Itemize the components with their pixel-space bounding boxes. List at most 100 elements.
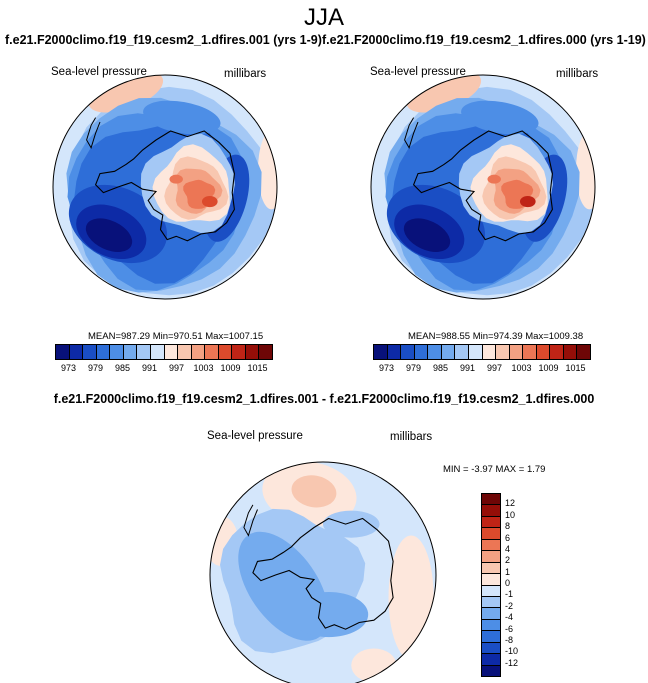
panel2-colorbar [373,344,591,360]
colorbar-swatch [482,664,500,676]
colorbar-tick-label: 973 [60,363,77,373]
panel1-min-label: Min= [152,331,174,342]
contour-band [575,131,595,210]
colorbar-swatch [482,573,500,585]
diff-colorbar-labels: 12 10 8 6 4 2 1 0 -1 -2 -4 -6 -8 -10 -12 [505,493,535,675]
colorbar-tick-label: 973 [378,363,395,373]
colorbar-swatch [190,345,205,359]
panel1-colorbar [55,344,273,360]
colorbar-swatch [244,345,259,359]
colorbar-swatch [82,345,96,359]
colorbar-swatch [482,653,500,665]
contour-band [388,535,434,660]
colorbar-tick-label: 979 [405,363,422,373]
colorbar-tick-label: 8 [505,521,511,532]
colorbar-swatch [258,345,272,359]
colorbar-swatch [535,345,550,359]
map-border [370,74,596,300]
colorbar-tick-label: 997 [168,363,185,373]
colorbar-swatch [482,561,500,574]
colorbar-tick-label: 4 [505,543,511,554]
colorbar-tick-label: 0 [505,578,511,588]
colorbar-swatch [482,641,500,654]
contour-band [85,218,133,252]
contour-band [487,174,501,184]
colorbar-tick-label: 985 [432,363,449,373]
panel2-min-label: Min= [472,331,494,342]
colorbar-swatch [413,345,428,359]
colorbar-swatch [454,345,468,359]
colorbar-tick-label: 1015 [247,363,268,373]
colorbar-swatch [109,345,123,359]
contour-band [289,591,369,638]
contour-band [461,100,539,135]
map-field [371,75,595,299]
colorbar-swatch [204,345,218,359]
colorbar-tick-label: 985 [114,363,131,373]
colorbar-swatch [549,345,563,359]
panel2-stats: MEAN=988.55 Min=974.39 Max=1009.38 [408,331,583,342]
map-border [209,461,437,683]
colorbar-swatch [482,630,500,642]
colorbar-swatch [482,504,500,516]
colorbar-swatch [482,494,500,505]
colorbar-swatch [400,345,414,359]
colorbar-swatch [482,550,500,562]
colorbar-tick-label: -2 [505,600,514,611]
contour-band [323,510,380,538]
south-america-coastline [404,117,419,150]
map-border [52,74,278,300]
colorbar-swatch [56,345,69,359]
contour-band [291,475,337,508]
contour-band [403,218,451,252]
colorbar-tick-label: 991 [459,363,476,373]
map-field [53,75,277,299]
panel1-stats: MEAN=987.29 Min=970.51 Max=1007.15 [88,331,263,342]
diff-min-value: -3.97 [471,464,493,475]
panel1-units-label: millibars [224,68,267,80]
panel1-case-title: f.e21.F2000climo.f19_f19.cesm2_1.dfires.… [5,33,322,47]
colorbar-tick-label: 979 [87,363,104,373]
colorbar-tick-label: -4 [505,612,514,623]
contour-band [201,195,218,208]
panel1-variable-label: Sea-level pressure [51,66,147,78]
colorbar-tick-label: -1 [505,589,514,600]
colorbar-tick-label: 10 [505,509,516,520]
colorbar-tick-label: 2 [505,555,511,566]
panel2-colorbar-labels: 973 979 985 991 997 1003 1009 1015 [373,363,589,375]
panel2-case-title: f.e21.F2000climo.f19_f19.cesm2_1.dfires.… [322,33,646,47]
contour-band [406,75,482,113]
colorbar-swatch [440,345,455,359]
contour-band [88,75,164,113]
diff-max-value: 1.79 [526,464,546,475]
colorbar-swatch [495,345,509,359]
panel2-mean-label: MEAN= [408,331,441,342]
contour-band [519,195,536,208]
colorbar-swatch [482,618,500,631]
figure-title: JJA [303,4,344,31]
colorbar-tick-label: 1009 [220,363,241,373]
south-america-coastline [86,117,101,150]
colorbar-swatch [177,345,191,359]
diff-colorbar [481,493,501,677]
colorbar-tick-label: 1003 [193,363,214,373]
colorbar-tick-label: 1003 [511,363,532,373]
antarctica-coastline [252,517,394,630]
colorbar-swatch [482,595,500,608]
colorbar-swatch [522,345,536,359]
panel2-max-value: 1009.38 [548,331,584,342]
colorbar-swatch [427,345,441,359]
colorbar-swatch [482,538,500,551]
colorbar-swatch [508,345,523,359]
panel2-units-label: millibars [556,68,599,80]
diff-units-label: millibars [390,431,433,443]
colorbar-swatch [481,345,496,359]
colorbar-swatch [122,345,137,359]
colorbar-swatch [95,345,110,359]
contour-band [143,100,221,135]
colorbar-tick-label: -12 [505,657,519,668]
colorbar-tick-label: 6 [505,532,511,543]
